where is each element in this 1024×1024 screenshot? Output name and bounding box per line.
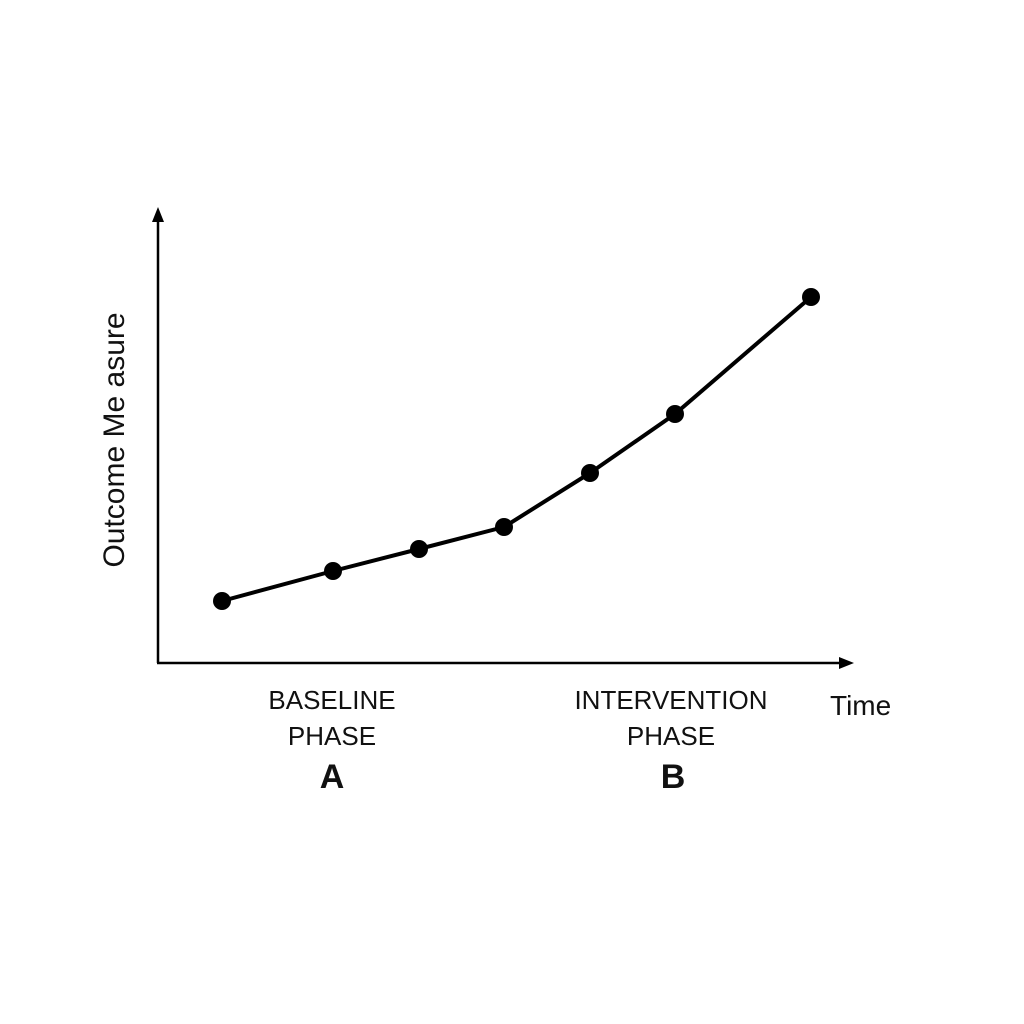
data-point <box>666 405 684 423</box>
phase-b-line2: PHASE <box>626 721 716 751</box>
phase-a-line1: BASELINE <box>268 685 396 715</box>
phase-b-line1: INTERVENTION <box>574 685 768 715</box>
phase-a-letter: A <box>319 758 345 796</box>
data-point <box>802 288 820 306</box>
y-axis-label: Outcome Me asure <box>98 312 131 568</box>
phase-b-label: INTERVENTION PHASE <box>541 682 801 754</box>
data-points <box>213 288 820 610</box>
data-point <box>495 518 513 536</box>
x-axis-arrow-icon <box>839 657 854 669</box>
x-axis-label: Time <box>830 690 892 721</box>
phase-b-letter: B <box>660 758 686 796</box>
phase-a-line2: PHASE <box>287 721 377 751</box>
series-line <box>221 295 813 603</box>
data-point <box>410 540 428 558</box>
y-axis-arrow-icon <box>152 207 164 222</box>
data-point <box>213 592 231 610</box>
data-point <box>324 562 342 580</box>
axes <box>152 207 854 669</box>
phase-a-label: BASELINE PHASE <box>202 682 462 754</box>
data-point <box>581 464 599 482</box>
